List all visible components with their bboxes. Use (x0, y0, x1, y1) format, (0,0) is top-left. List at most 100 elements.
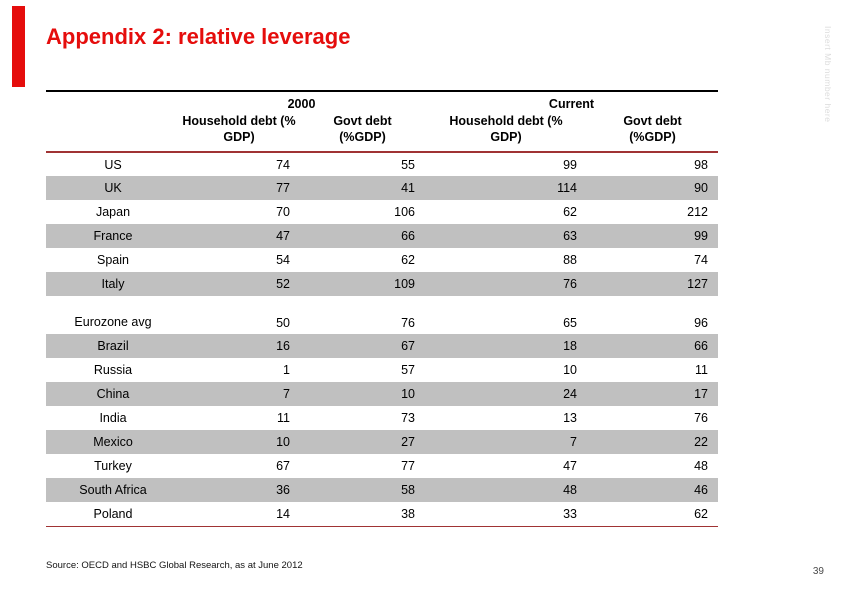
value-cell: 27 (401, 435, 415, 450)
value-cell: 76 (694, 411, 708, 426)
country-label: South Africa (79, 483, 147, 498)
value-cell: 66 (694, 339, 708, 354)
country-label: Russia (93, 363, 133, 378)
value-cell: 46 (694, 483, 708, 498)
value-cell: 76 (563, 277, 577, 292)
value-cell: 88 (563, 253, 577, 268)
value-cell: 99 (563, 157, 577, 172)
table-row: Poland 14 38 33 62 (46, 502, 718, 527)
table-row: Japan 70 106 62 212 (46, 200, 718, 224)
value-cell: 11 (695, 363, 708, 378)
group-header-current: Current (425, 90, 718, 112)
country-label: UK (104, 181, 122, 196)
value-cell: 50 (276, 316, 290, 331)
value-cell: 13 (563, 411, 577, 426)
value-cell: 17 (694, 387, 708, 402)
value-cell: 77 (401, 459, 415, 474)
value-cell: 96 (694, 316, 708, 331)
table-row: Mexico 10 27 7 22 (46, 430, 718, 455)
country-label: India (99, 411, 127, 426)
table-row: India 11 73 13 76 (46, 406, 718, 430)
value-cell: 63 (563, 229, 577, 244)
table-row: UK 77 41 114 90 (46, 176, 718, 201)
value-cell: 18 (563, 339, 577, 354)
country-label: US (104, 157, 122, 172)
column-header-household-2000: Household debt (% GDP) (178, 112, 300, 154)
value-cell: 7 (283, 387, 290, 402)
value-cell: 66 (401, 229, 415, 244)
value-cell: 55 (401, 157, 415, 172)
source-line: Source: OECD and HSBC Global Research, a… (46, 560, 303, 571)
value-cell: 10 (563, 363, 577, 378)
value-cell: 99 (694, 229, 708, 244)
value-cell: 48 (694, 459, 708, 474)
table-row: China 7 10 24 17 (46, 382, 718, 407)
value-cell: 47 (276, 229, 290, 244)
column-header-govt-current: Govt debt (%GDP) (587, 112, 718, 154)
country-label: Italy (101, 277, 125, 292)
accent-bar (12, 6, 25, 87)
country-label: Brazil (97, 339, 129, 354)
country-label: Japan (95, 205, 131, 220)
value-cell: 62 (401, 253, 415, 268)
value-cell: 212 (687, 205, 708, 220)
table-row: Turkey 67 77 47 48 (46, 454, 718, 478)
value-cell: 22 (694, 435, 708, 450)
country-label: Eurozone avg (74, 314, 152, 329)
table-row: US 74 55 99 98 (46, 152, 718, 176)
column-header-spacer (46, 112, 178, 154)
value-cell: 54 (276, 253, 290, 268)
table-row: Brazil 16 67 18 66 (46, 334, 718, 359)
value-cell: 90 (694, 181, 708, 196)
table-row: Russia 1 57 10 11 (46, 358, 718, 382)
group-header-spacer (46, 90, 178, 112)
group-header-2000: 2000 (178, 90, 425, 112)
value-cell: 57 (401, 363, 415, 378)
column-header-row: Household debt (% GDP) Govt debt (%GDP) … (46, 112, 718, 154)
value-cell: 14 (178, 502, 300, 527)
value-cell: 62 (563, 205, 577, 220)
value-cell: 76 (401, 316, 415, 331)
value-cell: 11 (277, 411, 290, 426)
value-cell: 33 (425, 502, 587, 527)
table-row: Eurozone avg 50 76 65 96 (46, 296, 718, 334)
value-cell: 74 (276, 157, 290, 172)
table-row: France 47 66 63 99 (46, 224, 718, 249)
value-cell: 24 (563, 387, 577, 402)
value-cell: 10 (401, 387, 415, 402)
value-cell: 127 (687, 277, 708, 292)
value-cell: 10 (276, 435, 290, 450)
country-label: Mexico (93, 435, 133, 450)
country-label: Spain (97, 253, 129, 268)
value-cell: 36 (276, 483, 290, 498)
leverage-table: 2000 Current Household debt (% GDP) Govt… (46, 90, 718, 527)
value-cell: 77 (276, 181, 290, 196)
value-cell: 106 (394, 205, 415, 220)
country-label: Turkey (94, 459, 132, 474)
value-cell: 62 (587, 502, 718, 527)
country-label: China (96, 387, 130, 402)
value-cell: 70 (276, 205, 290, 220)
value-cell: 41 (401, 181, 415, 196)
value-cell: 98 (694, 157, 708, 172)
page-title: Appendix 2: relative leverage (46, 24, 351, 49)
value-cell: 109 (394, 277, 415, 292)
value-cell: 16 (276, 339, 290, 354)
table-row: South Africa 36 58 48 46 (46, 478, 718, 503)
country-label: France (93, 229, 133, 244)
value-cell: 114 (557, 181, 577, 196)
value-cell: 74 (694, 253, 708, 268)
value-cell: 7 (570, 435, 577, 450)
value-cell: 52 (276, 277, 290, 292)
column-header-govt-2000: Govt debt (%GDP) (300, 112, 425, 154)
page-number: 39 (812, 566, 824, 577)
group-header-row: 2000 Current (46, 90, 718, 112)
value-cell: 58 (401, 483, 415, 498)
table-body: US 74 55 99 98 UK 77 41 114 90 Japan 70 106 62 212 Fran… (46, 152, 718, 527)
value-cell: 38 (300, 502, 425, 527)
table-row: Italy 52 109 76 127 (46, 272, 718, 297)
value-cell: 48 (563, 483, 577, 498)
value-cell: 67 (276, 459, 290, 474)
value-cell: 65 (563, 316, 577, 331)
